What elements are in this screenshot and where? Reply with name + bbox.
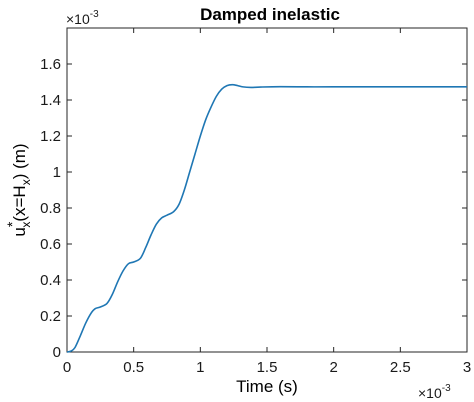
y-label-arg-sub: x xyxy=(19,179,33,185)
chart-title: Damped inelastic xyxy=(200,5,340,24)
y-label-sup: * xyxy=(4,221,20,227)
y-multiplier-label: ×10-3 xyxy=(66,9,99,27)
x-multiplier-exp: -3 xyxy=(442,383,451,394)
plot-area-frame xyxy=(66,27,468,353)
y-tick-label: 0.2 xyxy=(40,308,61,325)
y-tick-label: 0 xyxy=(53,344,61,361)
x-tick-label: 2.5 xyxy=(390,359,411,376)
x-multiplier-label: ×10-3 xyxy=(418,383,451,401)
y-label-arg-close: ) (m) xyxy=(10,143,29,179)
y-tick-label: 1.6 xyxy=(40,56,61,73)
x-tick-label: 0.5 xyxy=(123,359,144,376)
y-tick-label: 0.8 xyxy=(40,200,61,217)
ticks-group xyxy=(66,28,468,353)
y-multiplier-base: ×10 xyxy=(66,11,90,27)
y-tick-labels: 0 0.2 0.4 0.6 0.8 1 1.2 1.4 1.6 xyxy=(40,56,61,361)
y-tick-label: 1 xyxy=(53,164,61,181)
y-multiplier-exp: -3 xyxy=(90,9,99,20)
x-tick-label: 1.5 xyxy=(257,359,278,376)
x-tick-label: 0 xyxy=(63,359,71,376)
y-tick-label: 1.2 xyxy=(40,128,61,145)
y-axis-label: u*x(x=Hx) (m) xyxy=(4,143,33,236)
series-line xyxy=(66,83,467,353)
x-tick-label: 2 xyxy=(329,359,337,376)
y-tick-label: 0.6 xyxy=(40,236,61,253)
x-tick-label: 3 xyxy=(463,359,471,376)
x-multiplier-base: ×10 xyxy=(418,385,442,401)
y-label-sub: x xyxy=(19,222,33,228)
y-label-arg-open: (x=H xyxy=(10,185,29,221)
x-tick-label: 1 xyxy=(196,359,204,376)
y-tick-label: 0.4 xyxy=(40,272,61,289)
y-label-base: u xyxy=(10,227,29,236)
x-tick-labels: 0 0.5 1 1.5 2 2.5 3 xyxy=(63,359,471,376)
y-tick-label: 1.4 xyxy=(40,92,61,109)
x-axis-label: Time (s) xyxy=(236,377,298,396)
